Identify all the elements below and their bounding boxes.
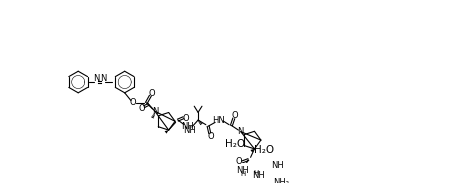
Text: N: N [100,74,106,83]
Text: NH: NH [271,161,283,170]
Text: N: N [237,127,244,136]
Text: O: O [182,114,189,123]
Polygon shape [164,130,168,134]
Text: NH: NH [180,122,193,131]
Polygon shape [250,149,254,152]
Text: H: H [239,171,245,177]
Text: O: O [129,98,136,107]
Text: N: N [152,107,158,116]
Text: HN: HN [212,116,224,125]
Text: O: O [148,89,155,98]
Text: O: O [138,104,145,113]
Text: O: O [231,111,237,120]
Text: H: H [253,170,258,176]
Text: H₂O: H₂O [224,139,244,149]
Text: NH₂: NH₂ [273,178,289,183]
Text: O: O [207,132,213,141]
Text: NH: NH [251,171,264,180]
Text: NH: NH [236,166,249,175]
Text: O: O [235,157,242,166]
Text: N: N [92,74,99,83]
Text: NH: NH [183,126,196,135]
Text: H₂O: H₂O [253,145,274,155]
